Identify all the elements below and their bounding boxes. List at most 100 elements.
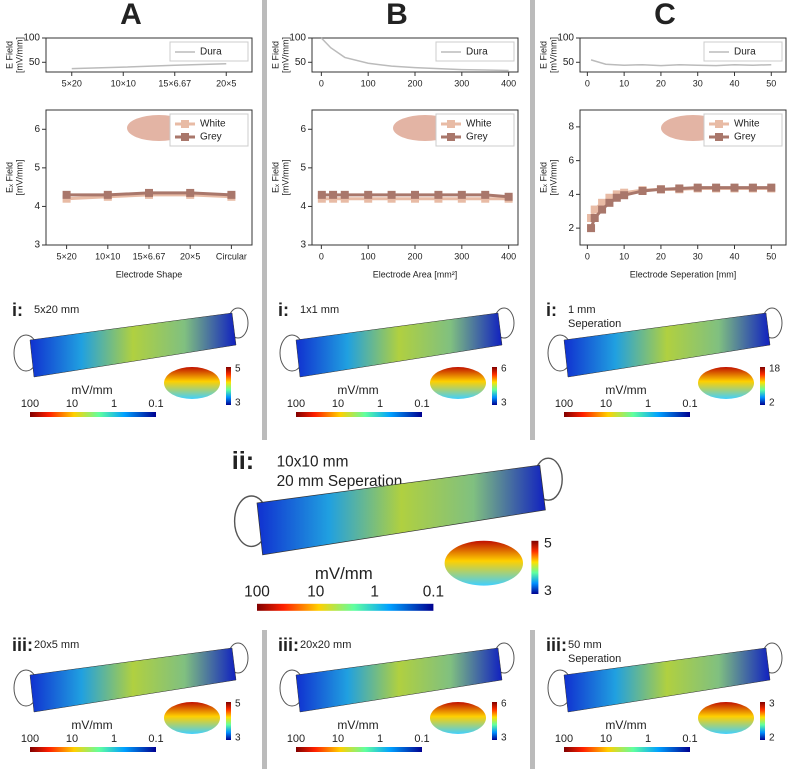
unit-label: mV/mm <box>337 718 378 732</box>
marker <box>364 190 373 199</box>
x-tick-label: 50 <box>766 78 776 88</box>
x-tick-label: 400 <box>501 251 516 261</box>
legend-label: White <box>200 119 226 130</box>
y-axis-label: [mV/mm] <box>14 160 24 196</box>
legend-box <box>435 41 515 62</box>
y-tick-label: 6 <box>568 155 574 166</box>
colorbar-v <box>492 367 497 405</box>
y-tick-label: 5 <box>300 162 306 173</box>
render-caption: 5x20 mm <box>34 304 79 316</box>
marker <box>103 190 112 199</box>
lead-body <box>29 312 237 378</box>
render-caption: 20x5 mm <box>34 639 79 651</box>
colorbar-tick: 1 <box>645 398 651 410</box>
x-axis-label: Electrode Shape <box>116 269 183 279</box>
colorbar-h <box>257 603 434 611</box>
y-tick-label: 4 <box>300 201 306 212</box>
legend-marker <box>181 120 189 128</box>
x-tick-label: 15×6.67 <box>133 251 166 261</box>
marker <box>590 205 599 214</box>
cross-section <box>444 540 523 586</box>
x-tick-label: 10 <box>619 251 629 261</box>
series-line <box>590 59 772 67</box>
render-caption: Seperation <box>568 318 621 330</box>
unit-label: mV/mm <box>315 564 373 583</box>
colorbar-tick: 10 <box>66 733 78 745</box>
series-line <box>321 193 509 199</box>
colorbar-min: 3 <box>501 398 507 409</box>
legend-marker <box>447 133 455 141</box>
marker <box>767 183 776 192</box>
colorbar-min: 2 <box>769 398 775 409</box>
marker <box>693 183 702 192</box>
lead-body <box>563 312 771 378</box>
x-tick-label: 100 <box>361 78 376 88</box>
plot-frame <box>579 109 787 246</box>
render-panel: i: 5x20 mm 5 3 mV/mm 100 10 1 0.1 <box>12 300 249 417</box>
x-tick-label: 100 <box>361 251 376 261</box>
y-tick-label: 50 <box>563 57 575 68</box>
unit-label: mV/mm <box>605 383 646 397</box>
x-tick-label: 40 <box>729 251 739 261</box>
y-tick-label: 5 <box>34 162 40 173</box>
y-axis-label: E Field <box>270 41 280 69</box>
y-tick-label: 4 <box>568 189 574 200</box>
render-label: ii: <box>232 447 254 475</box>
legend-label: Grey <box>200 132 222 143</box>
marker <box>457 190 466 199</box>
render-panel: iii: 20x5 mm 5 3 mV/mm 100 10 1 0.1 <box>12 635 249 752</box>
plot-frame <box>45 37 253 73</box>
separator <box>530 0 535 440</box>
x-tick-label: 20×5 <box>180 251 200 261</box>
y-tick-label: 100 <box>289 33 306 44</box>
marker <box>317 190 326 199</box>
y-tick-label: 50 <box>29 57 41 68</box>
render-caption: 1x1 mm <box>300 304 339 316</box>
marker <box>587 224 596 233</box>
colorbar-max: 6 <box>501 699 507 710</box>
colorbar-v <box>760 367 765 405</box>
legend-label: Dura <box>466 47 488 58</box>
x-tick-label: 200 <box>407 251 422 261</box>
marker <box>387 190 396 199</box>
legend-marker <box>715 120 723 128</box>
separator <box>262 630 267 769</box>
colorbar-tick: 10 <box>600 398 612 410</box>
separator <box>530 630 535 769</box>
legend-label: White <box>466 119 492 130</box>
colorbar-h <box>30 747 156 752</box>
colorbar-tick: 10 <box>600 733 612 745</box>
cross-section <box>164 367 220 399</box>
unit-label: mV/mm <box>71 383 112 397</box>
marker <box>227 190 236 199</box>
series-line <box>320 37 509 72</box>
x-tick-label: 40 <box>729 78 739 88</box>
marker <box>145 188 153 197</box>
y-tick-label: 6 <box>300 124 306 135</box>
colorbar-tick: 0.1 <box>414 398 429 410</box>
y-axis-label: Eₓ Field <box>538 162 548 193</box>
colorbar-tick: 1 <box>377 733 383 745</box>
colorbar-h <box>30 412 156 417</box>
x-tick-label: 50 <box>766 251 776 261</box>
render-caption: Seperation <box>568 653 621 665</box>
legend-label: Grey <box>734 132 756 143</box>
x-tick-label: 0 <box>585 78 590 88</box>
legend-box <box>169 41 249 62</box>
x-tick-label: 10 <box>619 78 629 88</box>
colorbar-min: 3 <box>235 398 241 409</box>
colorbar-max: 5 <box>544 534 552 550</box>
cross-section <box>430 367 486 399</box>
y-tick-label: 8 <box>568 122 574 133</box>
render-panel: i: 1 mm Seperation 18 2 mV/mm 100 10 1 0.1 <box>546 300 783 417</box>
marker <box>411 190 419 199</box>
y-axis-label: E Field <box>4 41 14 69</box>
unit-label: mV/mm <box>605 718 646 732</box>
cross-section <box>698 702 754 734</box>
colorbar-max: 5 <box>235 364 241 375</box>
colorbar-tick: 10 <box>307 584 324 601</box>
x-tick-label: 10×10 <box>95 251 120 261</box>
marker <box>605 198 614 207</box>
x-tick-label: 15×6.67 <box>158 78 191 88</box>
colorbar-h <box>564 412 690 417</box>
